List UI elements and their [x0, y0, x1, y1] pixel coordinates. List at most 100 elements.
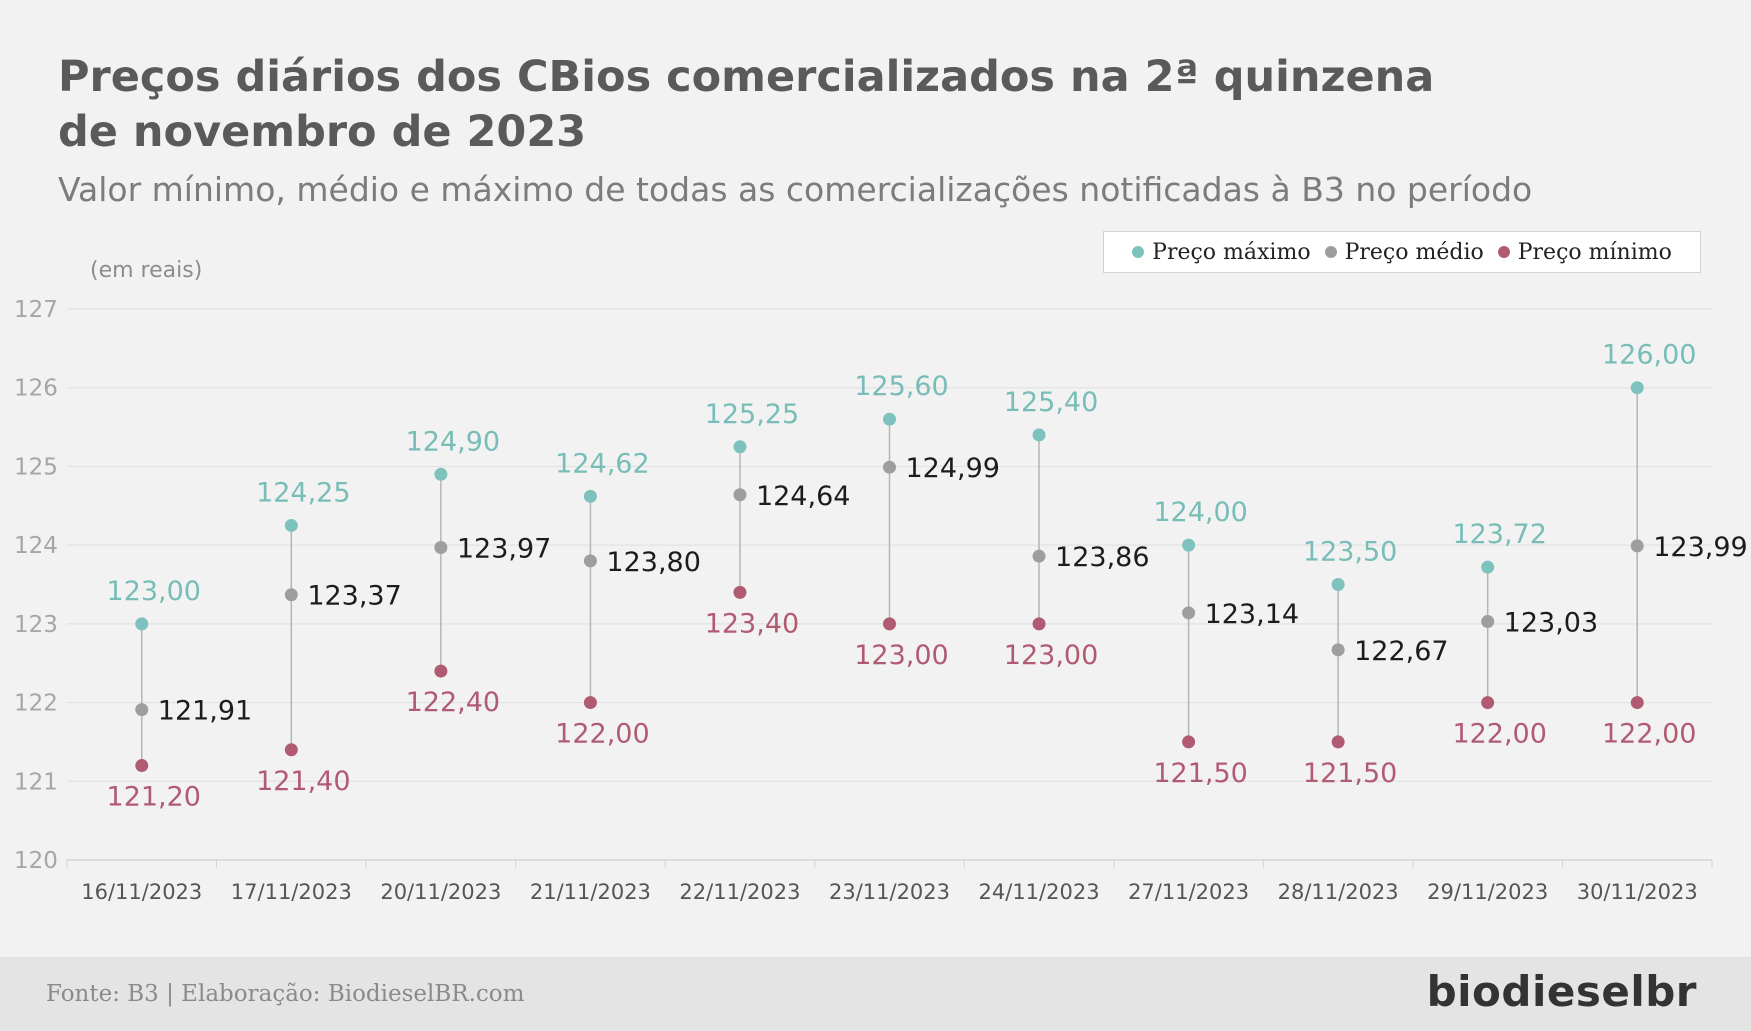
- avg-price-point: [284, 588, 298, 602]
- avg-price-label: 123,14: [1205, 599, 1299, 630]
- max-price-label: 124,25: [256, 477, 350, 508]
- min-price-point: [284, 743, 298, 757]
- max-price-point: [1630, 381, 1644, 395]
- x-tick-label: 17/11/2023: [231, 880, 352, 904]
- max-price-point: [1331, 578, 1345, 591]
- avg-price-label: 123,37: [307, 581, 401, 612]
- avg-price-point: [733, 488, 747, 502]
- min-price-label: 123,00: [1004, 640, 1098, 671]
- min-price-label: 121,40: [256, 766, 350, 797]
- chart-legend: Preço máximo Preço médio Preço mínimo: [1103, 231, 1701, 273]
- max-price-label: 123,00: [107, 576, 201, 607]
- min-price-point: [1331, 735, 1345, 749]
- max-price-point: [883, 412, 896, 426]
- max-price-label: 124,90: [406, 426, 500, 457]
- min-price-point: [1182, 735, 1196, 749]
- avg-price-label: 123,97: [457, 534, 551, 565]
- x-tick-label: 29/11/2023: [1427, 880, 1548, 904]
- legend-item-max: Preço máximo: [1132, 239, 1311, 265]
- avg-price-label: 124,64: [756, 481, 850, 512]
- chart-title: Preços diários dos CBios comercializados…: [58, 52, 1435, 157]
- legend-dot-min-icon: [1497, 246, 1510, 258]
- y-tick-label: 125: [14, 454, 58, 480]
- min-price-label: 122,00: [555, 719, 649, 750]
- max-price-label: 126,00: [1602, 340, 1696, 371]
- max-price-label: 124,62: [555, 448, 649, 479]
- avg-price-point: [1182, 606, 1196, 620]
- y-tick-label: 123: [14, 612, 58, 638]
- legend-label-max: Preço máximo: [1152, 239, 1311, 265]
- min-price-point: [434, 664, 448, 678]
- avg-price-label: 122,67: [1354, 636, 1448, 667]
- max-price-point: [135, 617, 149, 631]
- max-price-label: 124,00: [1153, 497, 1247, 528]
- min-price-label: 122,40: [406, 687, 500, 718]
- avg-price-point: [135, 703, 149, 717]
- max-price-point: [1481, 560, 1495, 574]
- avg-price-point: [1331, 643, 1345, 657]
- avg-price-label: 123,99: [1653, 532, 1747, 563]
- y-axis-unit-label: (em reais): [90, 258, 203, 283]
- y-tick-label: 126: [14, 376, 58, 402]
- avg-price-label: 123,80: [606, 547, 700, 578]
- min-price-label: 122,00: [1602, 719, 1696, 750]
- legend-dot-avg-icon: [1324, 246, 1337, 258]
- max-price-point: [583, 489, 597, 503]
- avg-price-label: 121,91: [158, 696, 252, 727]
- min-price-point: [1032, 617, 1046, 631]
- x-tick-label: 23/11/2023: [829, 880, 950, 904]
- chart-subtitle: Valor mínimo, médio e máximo de todas as…: [58, 170, 1533, 209]
- min-price-label: 121,20: [107, 782, 201, 813]
- avg-price-label: 123,86: [1055, 542, 1149, 573]
- max-price-point: [284, 518, 298, 532]
- footer: Fonte: B3 | Elaboração: BiodieselBR.com …: [0, 957, 1751, 1031]
- brand-logo: biodieselbr: [1426, 967, 1697, 1016]
- max-price-label: 125,40: [1004, 387, 1098, 418]
- avg-price-point: [1481, 614, 1495, 628]
- avg-price-point: [883, 460, 896, 474]
- price-range-chart: 120 121 122 123 124 125 126 127 16/11/2023 17/11/…: [14, 297, 1748, 904]
- min-price-point: [733, 585, 747, 599]
- avg-price-label: 123,03: [1504, 607, 1598, 638]
- y-tick-label: 127: [14, 297, 58, 323]
- y-tick-label: 121: [14, 769, 58, 795]
- y-tick-label: 120: [14, 848, 58, 874]
- max-price-point: [434, 467, 448, 481]
- avg-price-label: 124,99: [906, 453, 1000, 484]
- source-text: Fonte: B3 | Elaboração: BiodieselBR.com: [46, 981, 525, 1007]
- min-price-point: [1630, 696, 1644, 710]
- min-price-label: 122,00: [1452, 719, 1546, 750]
- min-price-point: [1481, 696, 1495, 710]
- avg-price-point: [1630, 539, 1644, 553]
- x-tick-label: 20/11/2023: [380, 880, 501, 904]
- y-tick-label: 124: [14, 533, 58, 559]
- max-price-point: [1182, 538, 1196, 552]
- avg-price-point: [434, 541, 448, 555]
- legend-item-avg: Preço médio: [1324, 239, 1484, 265]
- max-price-point: [733, 440, 747, 454]
- y-tick-label: 122: [14, 691, 58, 717]
- x-tick-label: 28/11/2023: [1278, 880, 1399, 904]
- x-tick-label: 30/11/2023: [1577, 880, 1698, 904]
- max-price-point: [1032, 428, 1046, 442]
- min-price-point: [135, 759, 149, 773]
- legend-label-avg: Preço médio: [1344, 239, 1484, 265]
- legend-label-min: Preço mínimo: [1517, 239, 1672, 265]
- x-tick-label: 27/11/2023: [1128, 880, 1249, 904]
- min-price-point: [883, 617, 896, 631]
- min-price-label: 121,50: [1303, 758, 1397, 789]
- max-price-label: 123,50: [1303, 537, 1397, 568]
- x-tick-label: 21/11/2023: [530, 880, 651, 904]
- x-tick-label: 24/11/2023: [979, 880, 1100, 904]
- min-price-point: [583, 696, 597, 710]
- min-price-label: 121,50: [1153, 758, 1247, 789]
- max-price-label: 125,60: [854, 371, 948, 402]
- legend-item-min: Preço mínimo: [1497, 239, 1672, 265]
- min-price-label: 123,40: [705, 608, 799, 639]
- avg-price-point: [1032, 549, 1046, 563]
- avg-price-point: [583, 554, 597, 568]
- max-price-label: 125,25: [705, 399, 799, 430]
- legend-dot-max-icon: [1132, 246, 1145, 258]
- x-tick-label: 16/11/2023: [81, 880, 202, 904]
- max-price-label: 123,72: [1452, 519, 1546, 550]
